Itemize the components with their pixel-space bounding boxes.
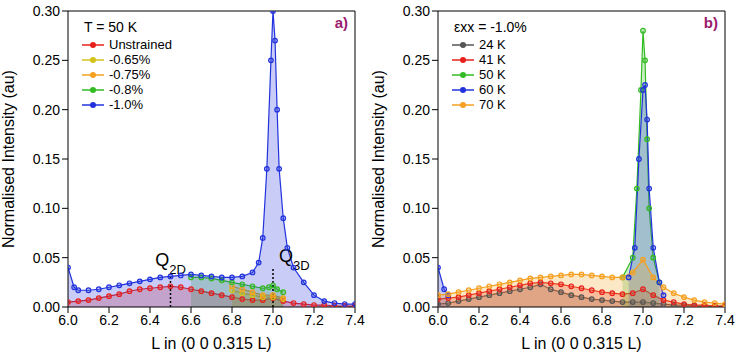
html-text:Unstrained: Unstrained (109, 37, 172, 52)
html-text:41 K: 41 K (479, 52, 506, 67)
svg-text:L in (0 0 0.315 L): L in (0 0 0.315 L) (521, 335, 641, 352)
svg-text:7.4: 7.4 (715, 312, 732, 328)
svg-text:0.05: 0.05 (403, 250, 430, 266)
svg-text:6.2: 6.2 (99, 312, 119, 328)
svg-text:L in (0 0 0.315 L): L in (0 0 0.315 L) (151, 335, 271, 352)
svg-text:0.10: 0.10 (33, 200, 60, 216)
html-text:-0.75%: -0.75% (109, 67, 151, 82)
svg-text:6.8: 6.8 (592, 312, 612, 328)
svg-text:Q3D: Q3D (279, 246, 310, 273)
svg-text:6.4: 6.4 (510, 312, 530, 328)
html-text:50 K: 50 K (479, 67, 506, 82)
html-text:-1.0%: -1.0% (109, 97, 143, 112)
svg-text:Normalised Intensity (au): Normalised Intensity (au) (370, 70, 387, 248)
svg-text:Q2D: Q2D (155, 250, 186, 277)
html-text:60 K: 60 K (479, 82, 506, 97)
svg-text:6.2: 6.2 (469, 312, 489, 328)
svg-text:0.15: 0.15 (403, 151, 430, 167)
svg-text:7.0: 7.0 (633, 312, 653, 328)
svg-text:6.6: 6.6 (181, 312, 201, 328)
svg-text:6.8: 6.8 (222, 312, 242, 328)
svg-text:0.00: 0.00 (33, 299, 60, 315)
svg-text:7.0: 7.0 (263, 312, 283, 328)
svg-text:6.4: 6.4 (140, 312, 160, 328)
html-text:24 K: 24 K (479, 37, 506, 52)
svg-text:0.10: 0.10 (403, 200, 430, 216)
html-text:b): b) (703, 14, 718, 31)
svg-text:6.6: 6.6 (551, 312, 571, 328)
html-text:-0.65%: -0.65% (109, 52, 151, 67)
html-text:εxx = -1.0%: εxx = -1.0% (454, 19, 527, 35)
svg-text:0.05: 0.05 (33, 250, 60, 266)
svg-text:0.25: 0.25 (33, 52, 60, 68)
html-text:70 K: 70 K (479, 97, 506, 112)
svg-text:6.0: 6.0 (58, 312, 78, 328)
svg-text:0.25: 0.25 (403, 52, 430, 68)
svg-text:0.00: 0.00 (403, 299, 430, 315)
svg-text:7.2: 7.2 (304, 312, 324, 328)
svg-text:0.30: 0.30 (33, 3, 60, 19)
svg-text:0.15: 0.15 (33, 151, 60, 167)
html-text:-0.8%: -0.8% (109, 82, 143, 97)
svg-text:7.2: 7.2 (674, 312, 694, 328)
svg-text:0.20: 0.20 (33, 102, 60, 118)
html-text:T = 50 K: T = 50 K (84, 19, 138, 35)
html-text:a): a) (334, 14, 348, 31)
svg-text:0.30: 0.30 (403, 3, 430, 19)
svg-text:6.0: 6.0 (428, 312, 448, 328)
svg-text:0.20: 0.20 (403, 102, 430, 118)
svg-text:Normalised Intensity (au): Normalised Intensity (au) (8, 70, 17, 248)
svg-text:7.4: 7.4 (345, 312, 365, 328)
